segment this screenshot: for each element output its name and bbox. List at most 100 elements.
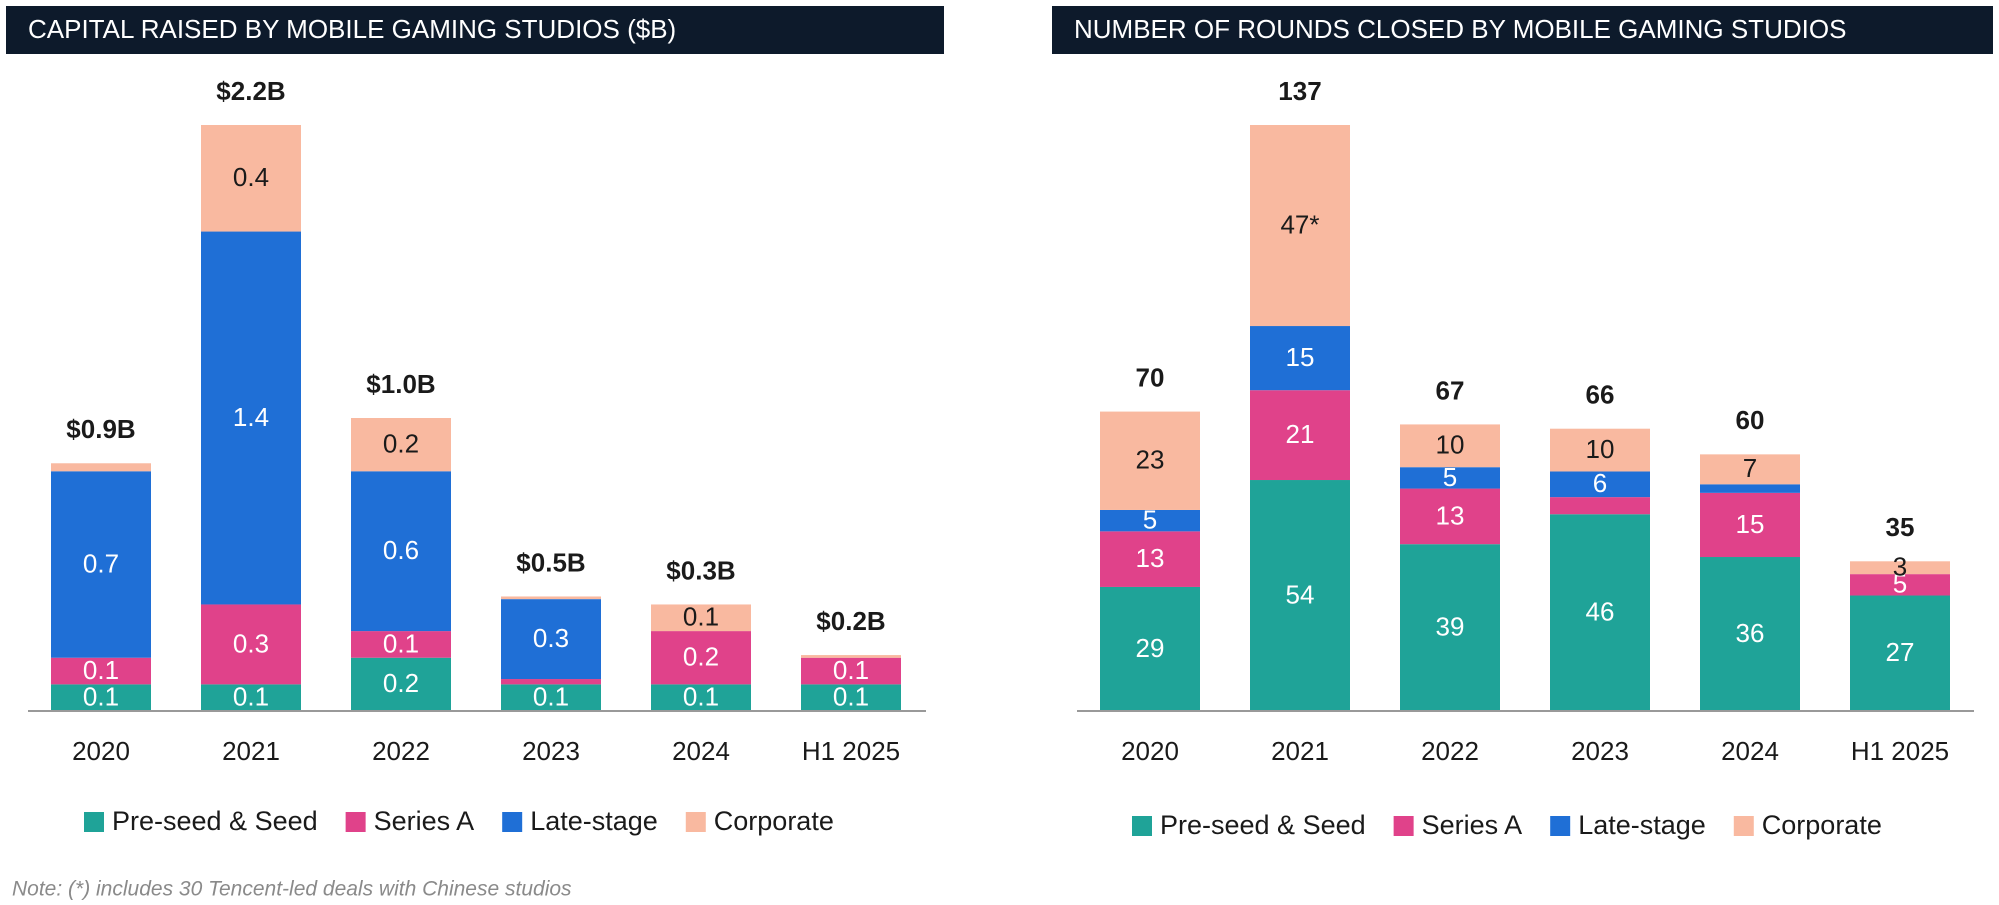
value-label: 0.4 [233, 162, 269, 192]
bar-segment [1700, 557, 1800, 711]
bar-segment [51, 657, 151, 685]
bar-segment [651, 604, 751, 632]
value-label: 13 [1136, 543, 1165, 573]
total-label: 137 [1278, 76, 1321, 106]
x-tick-label: 2020 [1121, 736, 1179, 766]
total-label: $1.0B [366, 369, 435, 399]
value-label: 5 [1443, 462, 1457, 492]
bar-segment [51, 471, 151, 658]
total-label: $0.9B [66, 414, 135, 444]
legend-label: Pre-seed & Seed [1160, 810, 1366, 840]
total-label: $0.2B [816, 606, 885, 636]
bar-segment [351, 471, 451, 632]
bar-segment [651, 684, 751, 711]
title-bar [6, 6, 944, 54]
total-label: 35 [1886, 512, 1915, 542]
bar-segment [1100, 411, 1200, 510]
legend-label: Pre-seed & Seed [112, 806, 318, 836]
x-tick-label: 2024 [1721, 736, 1779, 766]
chart-title: CAPITAL RAISED BY MOBILE GAMING STUDIOS … [28, 14, 676, 44]
bar-segment [1400, 467, 1500, 489]
bar-segment [501, 679, 601, 685]
bar-segment [1400, 488, 1500, 545]
value-label: 13 [1436, 500, 1465, 530]
bar-segment [1250, 480, 1350, 711]
value-label: 0.1 [683, 602, 719, 632]
total-label: $0.5B [516, 547, 585, 577]
x-tick-label: 2024 [672, 736, 730, 766]
bar-segment [51, 684, 151, 711]
value-label: 6 [1593, 468, 1607, 498]
x-tick-label: 2023 [522, 736, 580, 766]
value-label: 23 [1136, 445, 1165, 475]
value-label: 0.1 [233, 682, 269, 712]
bar-segment [1850, 595, 1950, 711]
total-label: $2.2B [216, 76, 285, 106]
value-label: 10 [1436, 430, 1465, 460]
value-label: 0.1 [833, 682, 869, 712]
bar-segment [1550, 497, 1650, 515]
bar-segment [1550, 514, 1650, 711]
legend-swatch [1733, 816, 1754, 836]
legend-label: Series A [1422, 810, 1523, 840]
value-label: 29 [1136, 633, 1165, 663]
bar-segment [1100, 531, 1200, 587]
bar-segment [1700, 454, 1800, 485]
legend-label: Series A [374, 806, 475, 836]
legend-swatch [84, 812, 104, 832]
bar-segment [351, 657, 451, 711]
legend-swatch [502, 812, 523, 832]
legend-swatch [685, 812, 706, 832]
title-bar [1052, 6, 1993, 54]
chart-title: NUMBER OF ROUNDS CLOSED BY MOBILE GAMING… [1074, 14, 1846, 44]
bar-segment [1400, 424, 1500, 468]
bar-segment [1100, 509, 1200, 532]
bar-segment [801, 655, 901, 658]
legend-label: Late-stage [1578, 810, 1706, 840]
bar-segment [1700, 484, 1800, 493]
value-label: 21 [1286, 419, 1315, 449]
x-tick-label: 2022 [372, 736, 430, 766]
bar-segment [651, 631, 751, 685]
value-label: 39 [1436, 611, 1465, 641]
value-label: 0.7 [83, 548, 119, 578]
legend-label: Corporate [1762, 810, 1882, 840]
bar-segment [1850, 574, 1950, 596]
value-label: 0.1 [683, 682, 719, 712]
legend-swatch [1393, 816, 1414, 836]
footnote: Note: (*) includes 30 Tencent-led deals … [12, 878, 572, 901]
bar-segment [351, 418, 451, 472]
bar-segment [1400, 544, 1500, 711]
value-label: 0.3 [233, 628, 269, 658]
bar-segment [801, 657, 901, 685]
bar-segment [1700, 492, 1800, 558]
value-label: 47* [1280, 209, 1319, 239]
x-tick-label: 2021 [222, 736, 280, 766]
bar-segment [1250, 125, 1350, 327]
bar-segment [1550, 428, 1650, 472]
bar-segment [1550, 471, 1650, 498]
bar-segment [201, 231, 301, 605]
value-label: 0.2 [683, 642, 719, 672]
legend-swatch [1550, 816, 1571, 836]
value-label: 0.1 [383, 628, 419, 658]
bar-segment [51, 463, 151, 472]
x-tick-label: 2020 [72, 736, 130, 766]
value-label: 10 [1586, 434, 1615, 464]
value-label: 27 [1886, 637, 1915, 667]
bar-segment [201, 684, 301, 711]
value-label: 36 [1736, 618, 1765, 648]
value-label: 46 [1586, 596, 1615, 626]
x-tick-label: H1 2025 [1851, 736, 1949, 766]
value-label: 0.1 [83, 682, 119, 712]
value-label: 0.1 [83, 655, 119, 685]
legend-swatch [1132, 816, 1152, 836]
bar-segment [201, 125, 301, 232]
bar-segment [801, 684, 901, 711]
x-tick-label: 2021 [1271, 736, 1329, 766]
legend-label: Late-stage [530, 806, 658, 836]
total-label: $0.3B [666, 555, 735, 585]
total-label: 60 [1736, 405, 1765, 435]
value-label: 0.2 [383, 429, 419, 459]
